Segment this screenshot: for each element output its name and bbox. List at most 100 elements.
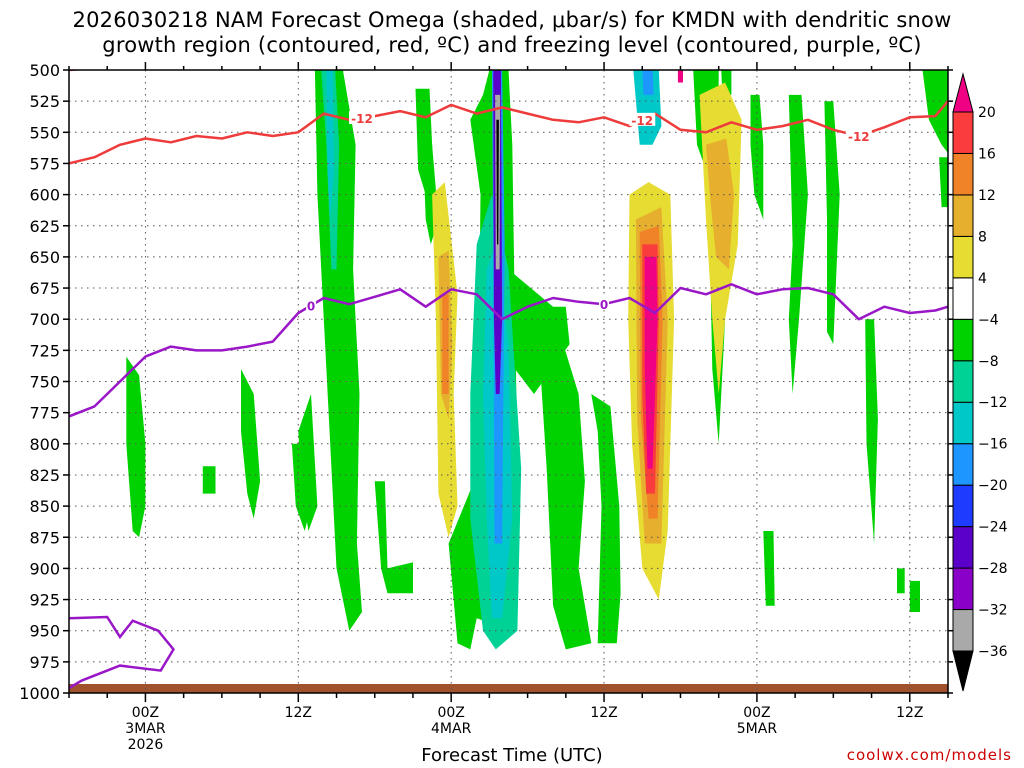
y-tick-label: 550	[29, 123, 60, 142]
ascent-area	[939, 157, 948, 208]
ascent-area	[374, 481, 413, 594]
contour-label-bg	[629, 112, 656, 126]
y-tick-label: 850	[29, 497, 60, 516]
contour-label-bg	[306, 298, 317, 312]
colorbar-tick-label: −16	[978, 437, 1008, 453]
ascent-area	[326, 70, 334, 220]
x-tick-label: 00Z	[132, 705, 159, 721]
y-tick-label: 500	[29, 61, 60, 80]
y-tick-label: 925	[29, 591, 60, 610]
ascent-area	[909, 580, 920, 612]
y-axis: 500 525 550 575 600 625 650 675 700 725 750 775 800 8…	[19, 61, 953, 703]
colorbar-tick-label: −8	[978, 354, 999, 370]
colorbar-swatch	[952, 277, 974, 320]
contour-label: 0	[307, 299, 315, 313]
x-axis-label: Forecast Time (UTC)	[421, 745, 603, 766]
ascent-area	[633, 70, 662, 145]
y-tick-label: 625	[29, 217, 60, 236]
freezing-level-low-contour	[69, 615, 175, 690]
ascent-area	[314, 70, 362, 631]
colorbar-swatch	[952, 111, 974, 154]
y-tick-label: 800	[29, 435, 60, 454]
contour-layer: -12 -12 -12 0 0 0	[69, 70, 991, 690]
ascent-area	[540, 325, 592, 650]
colorbar-tick-label: −36	[978, 644, 1008, 660]
subsidence-area	[442, 294, 449, 394]
ascent-area	[642, 70, 654, 95]
contour-label-bg	[349, 110, 375, 124]
omega-shading-layer	[126, 70, 948, 650]
x-tick-label: 00Z	[743, 705, 770, 721]
x-tick-label: 4MAR	[431, 721, 472, 737]
colorbar-tick-label: −20	[978, 478, 1008, 494]
subsidence-area	[677, 70, 683, 83]
ascent-area	[897, 568, 905, 594]
ascent-area	[241, 369, 261, 519]
contour-label-bg	[599, 297, 610, 311]
colorbar-swatch	[952, 484, 974, 528]
colorbar-tick-label: −32	[978, 603, 1008, 619]
y-tick-label: 650	[29, 248, 60, 267]
x-tick-label: 12Z	[285, 705, 312, 721]
ascent-area	[824, 101, 840, 345]
colorbar-swatch	[952, 152, 974, 196]
ascent-area	[750, 94, 764, 220]
ascent-area	[126, 356, 146, 538]
y-tick-label: 950	[29, 622, 60, 641]
y-tick-label: 600	[29, 186, 60, 205]
colorbar-tick-label: 16	[978, 146, 996, 162]
colorbar-tick-label: −28	[978, 561, 1008, 577]
subsidence-area	[706, 138, 734, 270]
y-tick-label: 675	[29, 279, 60, 298]
colorbar-swatch	[952, 194, 974, 237]
contour-label-bg	[981, 409, 991, 422]
contour-label: 0	[600, 298, 608, 312]
colorbar-swatch	[952, 360, 974, 403]
x-tick-label: 2026	[128, 737, 164, 753]
contour-label: 0	[982, 410, 990, 424]
contour-label-bg	[845, 129, 872, 143]
y-tick-label: 875	[29, 528, 60, 547]
colorbar-tick-label: −12	[978, 395, 1008, 411]
ascent-area	[202, 466, 216, 494]
x-tick-label: 5MAR	[737, 721, 778, 737]
colorbar-swatch	[952, 318, 974, 362]
contour-label: -12	[351, 112, 373, 126]
chart-title-line-1: 2026030218 NAM Forecast Omega (shaded, μ…	[72, 8, 952, 32]
omega-shading-clip	[126, 70, 948, 650]
y-tick-label: 725	[29, 341, 60, 360]
ascent-area	[291, 443, 311, 531]
contour-label: -12	[631, 114, 653, 128]
colorbar-tick-label: −24	[978, 520, 1008, 536]
y-tick-label: 575	[29, 154, 60, 173]
ascent-area	[922, 70, 948, 154]
colorbar-max-triangle	[952, 72, 974, 113]
colorbar-swatch	[952, 443, 974, 486]
y-tick-label: 1000	[19, 684, 60, 703]
ground-layer	[69, 684, 948, 693]
colorbar-tick-label: 20	[978, 105, 996, 121]
y-tick-label: 525	[29, 92, 60, 111]
contour-clip: -12 -12 -12 0 0 0	[69, 70, 991, 690]
ascent-area	[788, 94, 808, 395]
colorbar-tick-label: 12	[978, 188, 996, 204]
colorbar-swatch	[952, 235, 974, 279]
chart-title-line-2: growth region (contoured, red, ºC) and f…	[102, 33, 922, 57]
colorbar-swatch	[952, 609, 974, 652]
colorbar-tick-label: 8	[978, 229, 987, 245]
credit-link[interactable]: coolwx.com/models	[846, 746, 1012, 764]
y-tick-label: 700	[29, 310, 60, 329]
colorbar-min-triangle	[952, 650, 974, 692]
colorbar-swatch	[952, 401, 974, 445]
colorbar: −36 −32 −28 −24 −20 −16 −12 −8 −4 4 8 12 16 20	[952, 72, 1008, 692]
dgz-isotherm-line	[69, 100, 948, 165]
y-tick-label: 775	[29, 404, 60, 423]
colorbar-tick-label: −4	[978, 312, 999, 328]
x-tick-label: 00Z	[437, 705, 464, 721]
x-axis: 00Z3MAR202612Z00Z4MAR12Z00Z5MAR12Z00Z6MA…	[68, 62, 949, 753]
ascent-area	[591, 394, 621, 644]
y-tick-label: 750	[29, 373, 60, 392]
ascent-area	[763, 531, 775, 606]
y-tick-label: 975	[29, 653, 60, 672]
